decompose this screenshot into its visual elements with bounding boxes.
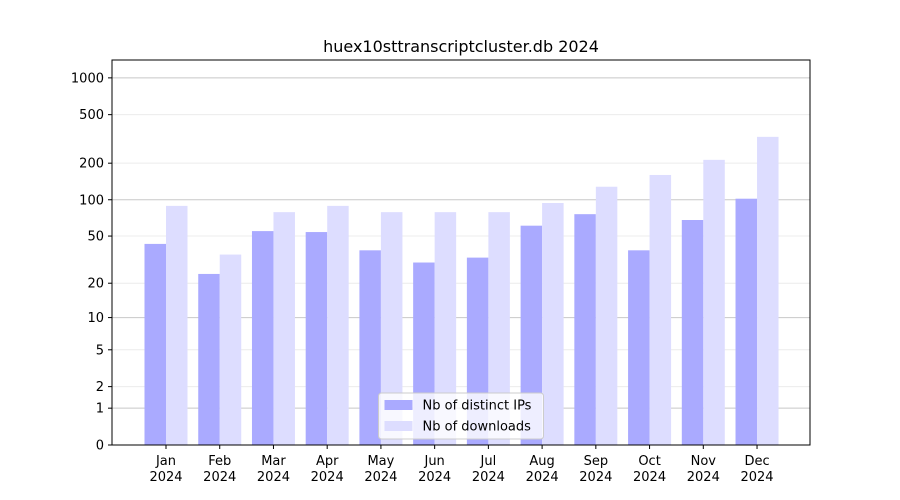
bar — [166, 205, 188, 445]
y-tick-label: 500 — [79, 108, 104, 123]
bar — [219, 254, 242, 445]
chart-title: huex10sttranscriptcluster.db 2024 — [323, 37, 599, 56]
bar — [757, 136, 779, 445]
x-tick-label: Mar 2024 — [257, 454, 290, 485]
x-tick-label: Aug 2024 — [526, 454, 559, 485]
bar — [542, 203, 564, 445]
bar — [251, 231, 274, 445]
x-tick-label: May 2024 — [364, 454, 397, 485]
y-tick-label: 1 — [96, 402, 104, 417]
bar — [198, 273, 220, 445]
x-tick-label: Feb 2024 — [203, 454, 236, 485]
y-tick-label: 1000 — [71, 71, 104, 86]
plot-frame — [111, 59, 811, 446]
legend-label: Nb of downloads — [423, 420, 532, 435]
bar — [359, 250, 381, 445]
y-tick-label: 200 — [79, 157, 104, 172]
y-tick-label: 2 — [96, 380, 104, 395]
x-tick-label: Nov 2024 — [687, 454, 720, 485]
bar — [380, 212, 403, 445]
y-tick-label: 50 — [87, 230, 104, 245]
bar — [520, 225, 543, 445]
x-tick-label: Oct 2024 — [633, 454, 666, 485]
legend-box — [378, 392, 544, 440]
bar — [144, 243, 166, 445]
legend-label: Nb of distinct IPs — [423, 399, 532, 414]
x-tick-label: Apr 2024 — [311, 454, 344, 485]
y-tick-label: 100 — [79, 193, 104, 208]
bar — [305, 232, 328, 445]
y-tick-label: 20 — [87, 277, 104, 292]
x-tick-label: Sep 2024 — [579, 454, 612, 485]
bar — [574, 214, 596, 445]
bar — [703, 159, 725, 445]
legend-swatch — [384, 421, 413, 431]
bar — [434, 212, 457, 445]
bar — [735, 198, 758, 445]
y-tick-label: 10 — [87, 311, 104, 326]
x-tick-label: Jul 2024 — [472, 454, 505, 485]
bar — [327, 205, 349, 445]
y-tick-label: 0 — [96, 439, 104, 454]
bar — [273, 212, 295, 445]
bar — [595, 186, 618, 445]
x-tick-label: Jun 2024 — [418, 454, 451, 485]
bar — [628, 250, 650, 445]
x-tick-label: Jan 2024 — [149, 454, 182, 485]
bar — [681, 219, 704, 445]
y-tick-label: 5 — [96, 343, 104, 358]
bar — [488, 212, 510, 445]
legend-swatch — [384, 400, 413, 410]
bar — [649, 174, 672, 445]
x-tick-label: Dec 2024 — [740, 454, 773, 485]
